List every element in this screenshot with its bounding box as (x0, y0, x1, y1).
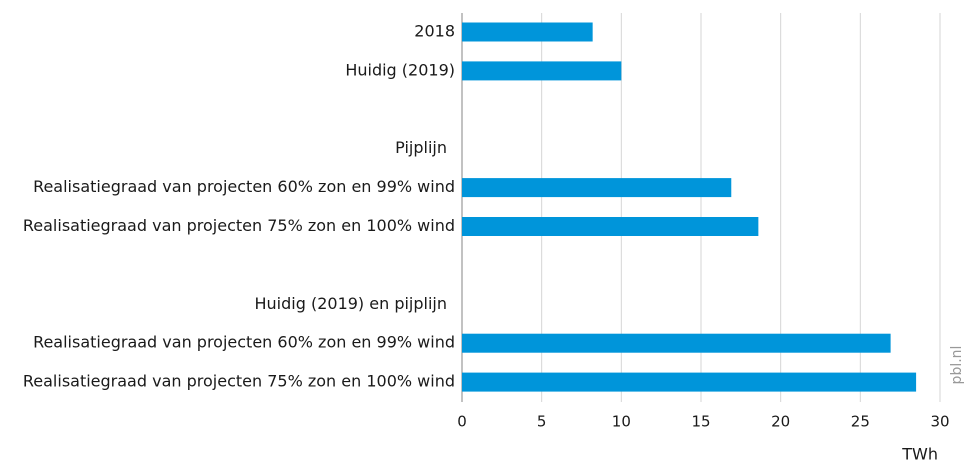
y-tick-label: Realisatiegraad van projecten 60% zon en… (33, 177, 455, 196)
y-tick-label: 2018 (414, 22, 455, 41)
y-tick-label: Huidig (2019) (345, 60, 455, 79)
y-tick-label: Huidig (2019) en pijplijn (255, 294, 448, 313)
bar (462, 22, 593, 42)
y-tick-label: Pijplijn (395, 138, 447, 157)
y-tick-label: Realisatiegraad van projecten 75% zon en… (23, 216, 455, 235)
bar (462, 217, 759, 236)
x-tick-label: 30 (930, 413, 949, 431)
x-tick-label: 0 (457, 413, 467, 431)
bar (462, 372, 917, 392)
y-tick-label: Realisatiegraad van projecten 60% zon en… (33, 333, 455, 352)
bar (462, 178, 732, 198)
bar (462, 333, 891, 353)
x-tick-label: 25 (851, 413, 870, 431)
x-tick-label: 20 (771, 413, 790, 431)
source: pbl.nl (949, 346, 965, 385)
x-tick-label: 15 (691, 413, 710, 431)
x-tick-label: 5 (537, 413, 547, 431)
x-axis-label: TWh (901, 445, 938, 464)
y-tick-label: Realisatiegraad van projecten 75% zon en… (23, 372, 455, 391)
x-tick-label: 10 (612, 413, 631, 431)
bar (462, 61, 622, 81)
